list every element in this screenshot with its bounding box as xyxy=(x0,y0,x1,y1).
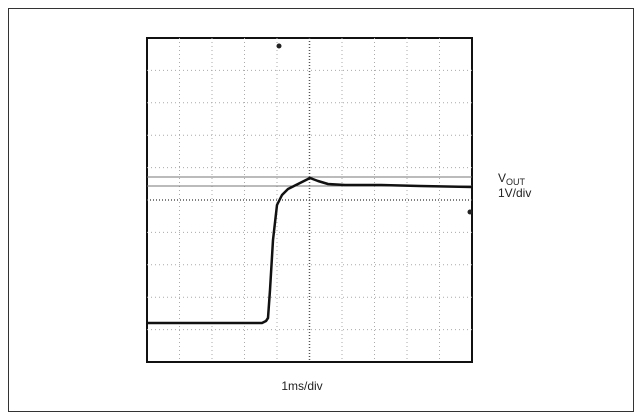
channel-name: V xyxy=(498,171,506,185)
channel-label: VOUT xyxy=(498,171,526,187)
scope-screen xyxy=(146,37,473,363)
waveform-trace xyxy=(147,176,473,325)
timebase-label: 1ms/div xyxy=(281,379,322,393)
grid xyxy=(147,38,472,362)
ground-marker xyxy=(467,209,473,215)
trigger-marker xyxy=(276,43,282,49)
channel-scale: 1V/div xyxy=(498,186,531,200)
channel-subscript: OUT xyxy=(506,177,526,187)
